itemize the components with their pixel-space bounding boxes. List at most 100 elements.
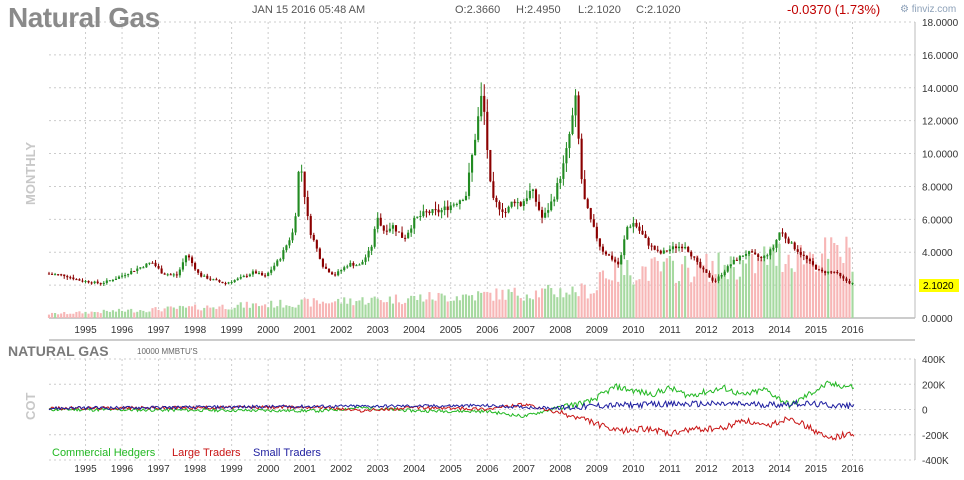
candle-body[interactable] — [668, 249, 671, 252]
candle-body[interactable] — [327, 268, 331, 273]
candle-body[interactable] — [260, 272, 264, 276]
candle-body[interactable] — [443, 206, 446, 211]
candle-body[interactable] — [848, 280, 851, 284]
candle-body[interactable] — [206, 275, 209, 279]
candle-body[interactable] — [300, 171, 303, 173]
candle-body[interactable] — [659, 250, 662, 254]
candle-body[interactable] — [273, 265, 276, 270]
candle-body[interactable] — [571, 115, 574, 135]
candle-body[interactable] — [136, 268, 139, 271]
candle-body[interactable] — [437, 209, 440, 213]
candle-body[interactable] — [397, 231, 401, 233]
candle-body[interactable] — [54, 274, 57, 276]
candle-body[interactable] — [358, 264, 361, 266]
commercial-hedgers-line[interactable] — [48, 380, 855, 419]
candle-body[interactable] — [720, 275, 723, 277]
candle-body[interactable] — [157, 266, 160, 269]
candle-body[interactable] — [519, 202, 522, 206]
candle-body[interactable] — [626, 227, 629, 240]
candle-body[interactable] — [379, 217, 382, 226]
candle-body[interactable] — [148, 262, 151, 264]
candle-body[interactable] — [337, 271, 340, 276]
candle-body[interactable] — [294, 216, 297, 233]
candle-body[interactable] — [811, 261, 815, 265]
candle-body[interactable] — [90, 282, 93, 284]
candle-body[interactable] — [589, 208, 592, 220]
candle-body[interactable] — [181, 262, 184, 270]
candle-body[interactable] — [562, 163, 565, 179]
candle-body[interactable] — [385, 230, 388, 232]
candle-body[interactable] — [671, 246, 675, 250]
candle-body[interactable] — [194, 263, 197, 270]
candle-body[interactable] — [376, 217, 379, 229]
candle-body[interactable] — [492, 181, 495, 198]
candle-body[interactable] — [251, 271, 254, 275]
candle-body[interactable] — [674, 246, 678, 249]
candle-body[interactable] — [124, 275, 127, 277]
candle-body[interactable] — [200, 272, 203, 277]
candle-body[interactable] — [230, 282, 233, 284]
candle-body[interactable] — [772, 247, 775, 250]
candle-body[interactable] — [778, 232, 781, 240]
candle-body[interactable] — [57, 274, 60, 276]
candle-body[interactable] — [565, 148, 568, 164]
candle-body[interactable] — [644, 234, 647, 238]
candle-body[interactable] — [391, 225, 394, 229]
candle-body[interactable] — [827, 271, 830, 273]
candle-body[interactable] — [754, 252, 757, 255]
candle-body[interactable] — [169, 274, 172, 276]
candle-body[interactable] — [687, 246, 690, 252]
candle-body[interactable] — [498, 202, 501, 210]
candle-body[interactable] — [464, 195, 468, 201]
candle-body[interactable] — [197, 269, 200, 273]
candle-body[interactable] — [714, 280, 717, 282]
candle-body[interactable] — [373, 228, 376, 247]
candle-body[interactable] — [84, 280, 87, 282]
candle-body[interactable] — [221, 281, 224, 284]
candle-body[interactable] — [297, 171, 300, 217]
candle-body[interactable] — [108, 280, 111, 282]
candle-body[interactable] — [632, 222, 635, 227]
candle-body[interactable] — [653, 245, 656, 250]
candle-body[interactable] — [467, 172, 471, 196]
candle-body[interactable] — [334, 274, 337, 276]
candle-body[interactable] — [145, 263, 148, 268]
candle-body[interactable] — [534, 189, 538, 202]
candle-body[interactable] — [504, 211, 507, 213]
candle-body[interactable] — [717, 276, 720, 281]
candle-body[interactable] — [428, 211, 431, 214]
small-traders-line[interactable] — [48, 398, 855, 411]
candle-body[interactable] — [766, 255, 769, 257]
candle-body[interactable] — [114, 278, 118, 281]
candle-body[interactable] — [425, 211, 428, 213]
candle-body[interactable] — [559, 178, 562, 184]
candle-body[interactable] — [50, 273, 54, 275]
candle-body[interactable] — [154, 262, 157, 267]
candle-body[interactable] — [346, 266, 349, 268]
candle-body[interactable] — [583, 179, 586, 200]
candle-body[interactable] — [203, 275, 206, 277]
candle-body[interactable] — [172, 274, 175, 276]
candle-body[interactable] — [611, 255, 614, 260]
candle-body[interactable] — [69, 277, 72, 279]
candle-body[interactable] — [449, 205, 452, 211]
candle-body[interactable] — [324, 266, 328, 269]
candle-body[interactable] — [684, 246, 687, 249]
candle-body[interactable] — [708, 272, 711, 278]
candle-body[interactable] — [264, 275, 267, 277]
candle-body[interactable] — [96, 281, 99, 284]
candle-body[interactable] — [507, 206, 510, 213]
candle-body[interactable] — [556, 183, 559, 200]
candle-body[interactable] — [142, 267, 145, 269]
candle-body[interactable] — [650, 245, 653, 247]
candle-body[interactable] — [330, 272, 334, 275]
candle-body[interactable] — [760, 257, 763, 259]
candle-body[interactable] — [711, 277, 714, 281]
candle-body[interactable] — [111, 280, 114, 282]
candle-body[interactable] — [87, 280, 90, 283]
candle-body[interactable] — [242, 275, 245, 278]
candle-body[interactable] — [802, 254, 805, 256]
candle-body[interactable] — [461, 200, 465, 202]
candle-body[interactable] — [483, 95, 486, 112]
candle-body[interactable] — [245, 275, 248, 277]
